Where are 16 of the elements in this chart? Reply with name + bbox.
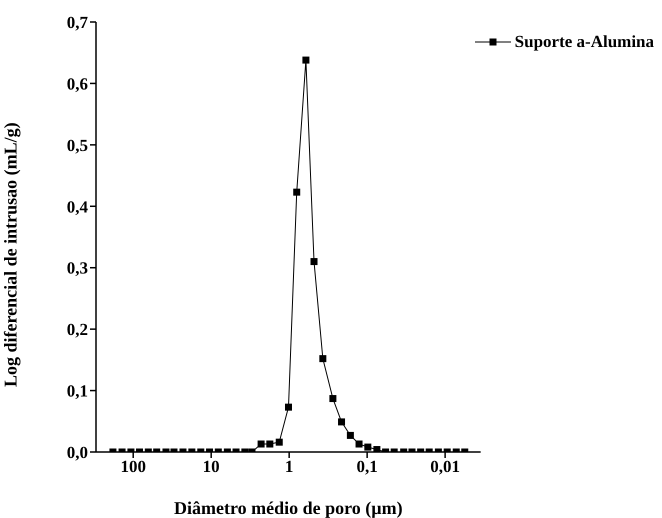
y-tick-label: 0,7	[66, 13, 88, 32]
legend-label: Suporte a-Alumina	[514, 32, 654, 52]
y-tick-label: 0,3	[66, 258, 88, 278]
x-tick-label: 10	[202, 457, 220, 476]
x-axis-title: Diâmetro médio de poro (µm)	[174, 498, 403, 518]
y-tick-label: 0,5	[66, 136, 88, 155]
x-tick-label: 0,01	[430, 457, 460, 476]
x-tick-label: 100	[120, 457, 146, 476]
y-axis-title: Log diferencial de intrusao (mL/g)	[0, 122, 20, 387]
y-tick-label: 0,1	[66, 382, 88, 401]
y-tick-label: 0,2	[66, 320, 88, 340]
x-tick-label: 0,1	[356, 457, 378, 476]
x-tick-label: 1	[284, 457, 294, 476]
y-tick-label: 0,4	[66, 197, 88, 216]
y-tick-label: 0,0	[66, 443, 88, 462]
y-tick-label: 0,6	[66, 74, 88, 94]
